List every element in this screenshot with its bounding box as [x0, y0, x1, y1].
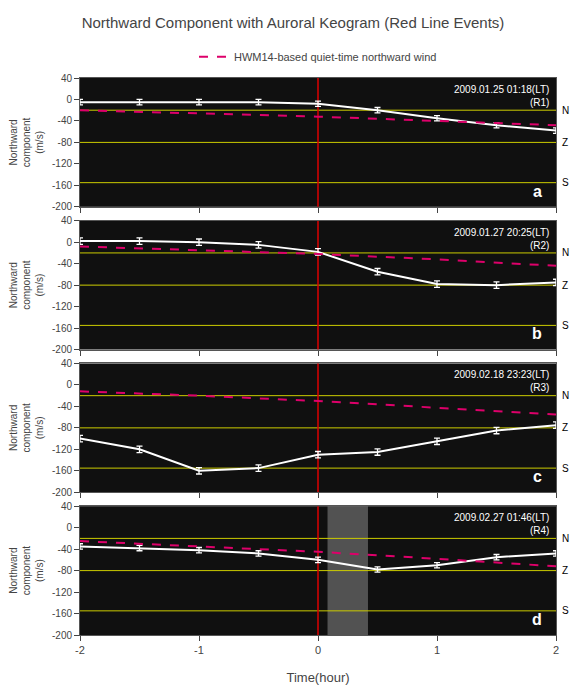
svg-text:2009.01.25 01:18(LT)(R1): 2009.01.25 01:18(LT)(R1)	[454, 84, 549, 108]
svg-text:-160: -160	[52, 465, 72, 476]
svg-text:Northwardcomponent(m/s): Northwardcomponent(m/s)	[8, 260, 45, 310]
svg-text:-200: -200	[52, 487, 72, 498]
svg-text:-40: -40	[58, 401, 73, 412]
svg-text:40: 40	[61, 501, 73, 512]
svg-text:-40: -40	[58, 258, 73, 269]
svg-text:a: a	[533, 183, 542, 200]
svg-text:1: 1	[434, 644, 440, 656]
svg-text:-120: -120	[52, 158, 72, 169]
svg-text:Z: Z	[562, 422, 568, 433]
svg-text:Northwardcomponent(m/s): Northwardcomponent(m/s)	[8, 117, 45, 167]
svg-text:40: 40	[61, 358, 73, 369]
svg-text:-120: -120	[52, 587, 72, 598]
svg-text:2009.02.27 01:46(LT)(R4): 2009.02.27 01:46(LT)(R4)	[454, 512, 549, 536]
svg-text:c: c	[533, 468, 542, 485]
svg-text:N: N	[562, 247, 569, 258]
svg-text:d: d	[532, 611, 542, 628]
svg-text:N: N	[562, 105, 569, 116]
svg-text:S: S	[562, 177, 569, 188]
svg-text:2: 2	[553, 644, 559, 656]
svg-text:-120: -120	[52, 444, 72, 455]
svg-text:-200: -200	[52, 630, 72, 641]
svg-text:-160: -160	[52, 608, 72, 619]
svg-text:Z: Z	[562, 565, 568, 576]
svg-text:-80: -80	[58, 280, 73, 291]
svg-text:Z: Z	[562, 280, 568, 291]
svg-text:0: 0	[66, 94, 72, 105]
svg-text:-120: -120	[52, 301, 72, 312]
svg-text:N: N	[562, 390, 569, 401]
svg-text:0: 0	[66, 379, 72, 390]
svg-text:-40: -40	[58, 115, 73, 126]
svg-text:40: 40	[61, 73, 73, 84]
svg-text:-40: -40	[58, 544, 73, 555]
svg-text:-160: -160	[52, 180, 72, 191]
svg-text:2009.01.27 20:25(LT)(R2): 2009.01.27 20:25(LT)(R2)	[454, 227, 549, 251]
svg-text:0: 0	[315, 644, 321, 656]
svg-text:-80: -80	[58, 565, 73, 576]
svg-text:S: S	[562, 320, 569, 331]
svg-text:Time(hour): Time(hour)	[286, 670, 349, 685]
svg-text:2009.02.18 23:23(LT)(R3): 2009.02.18 23:23(LT)(R3)	[454, 369, 549, 393]
svg-text:-80: -80	[58, 137, 73, 148]
svg-text:-160: -160	[52, 323, 72, 334]
svg-text:0: 0	[66, 237, 72, 248]
svg-text:S: S	[562, 605, 569, 616]
svg-text:N: N	[562, 533, 569, 544]
svg-text:-2: -2	[75, 644, 85, 656]
svg-text:0: 0	[66, 522, 72, 533]
svg-text:40: 40	[61, 215, 73, 226]
svg-text:S: S	[562, 463, 569, 474]
svg-text:-200: -200	[52, 344, 72, 355]
svg-text:HWM14-based quiet-time northwa: HWM14-based quiet-time northward wind	[234, 51, 436, 63]
svg-text:-1: -1	[194, 644, 204, 656]
svg-text:Northward Component with Auror: Northward Component with Auroral Keogram…	[82, 14, 505, 31]
svg-text:Z: Z	[562, 137, 568, 148]
svg-text:Northwardcomponent(m/s): Northwardcomponent(m/s)	[8, 546, 45, 596]
svg-text:-200: -200	[52, 201, 72, 212]
svg-text:Northwardcomponent(m/s): Northwardcomponent(m/s)	[8, 403, 45, 453]
svg-text:b: b	[532, 325, 542, 342]
svg-text:-80: -80	[58, 422, 73, 433]
